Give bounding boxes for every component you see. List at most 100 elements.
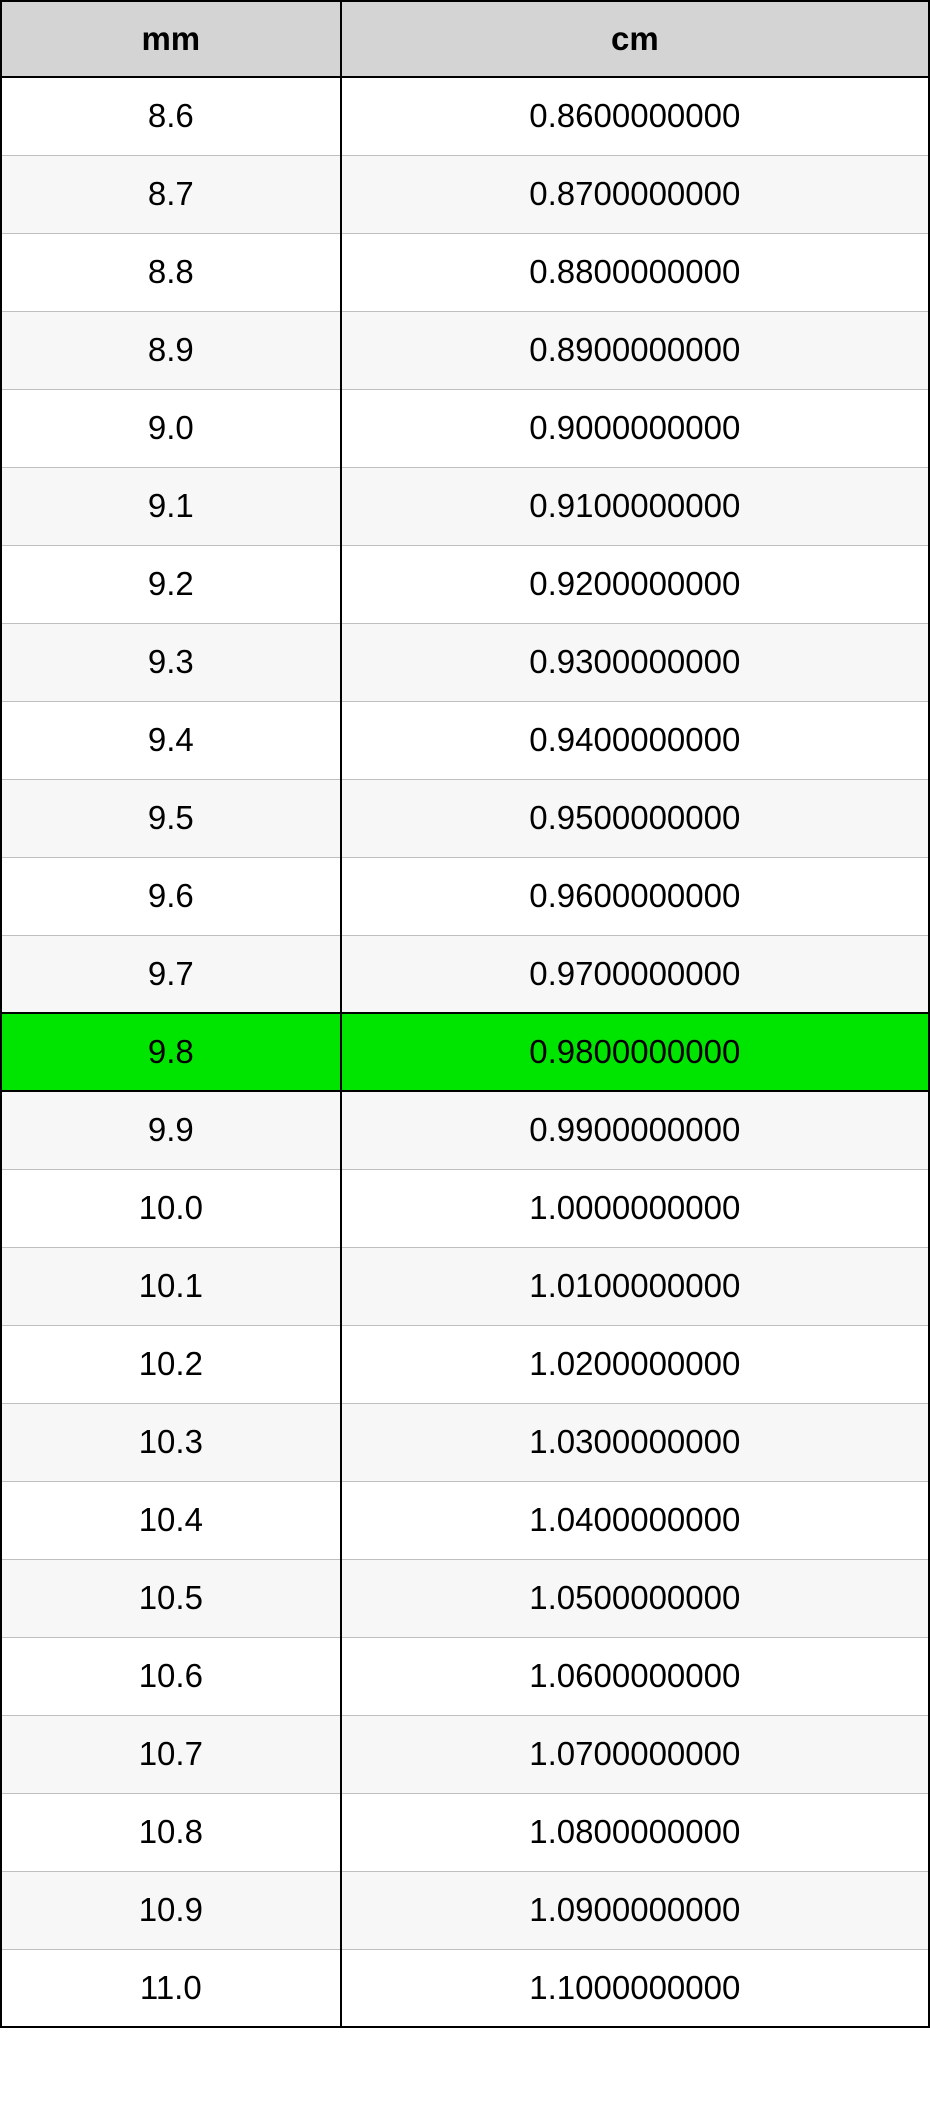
table-row: 9.2 0.9200000000 (1, 545, 929, 623)
cell-mm-value: 10.8 (139, 1812, 203, 1852)
cell-mm: 10.9 (1, 1871, 341, 1949)
cell-cm-value: 1.0100000000 (529, 1266, 740, 1306)
cell-cm: 1.0600000000 (341, 1637, 929, 1715)
cell-mm: 9.1 (1, 467, 341, 545)
cell-mm: 9.7 (1, 935, 341, 1013)
cell-mm: 8.8 (1, 233, 341, 311)
cell-cm-value: 0.9000000000 (529, 408, 740, 448)
cell-mm: 10.1 (1, 1247, 341, 1325)
cell-mm: 9.3 (1, 623, 341, 701)
table-row: 10.4 1.0400000000 (1, 1481, 929, 1559)
table-row: 9.8 0.9800000000 (1, 1013, 929, 1091)
cell-mm-value: 10.7 (139, 1734, 203, 1774)
cell-cm-value: 1.0000000000 (529, 1188, 740, 1228)
cell-mm-value: 11.0 (140, 1968, 202, 2008)
table-row: 8.70.8700000000 (1, 155, 929, 233)
cell-cm-value: 0.9700000000 (529, 954, 740, 994)
table-row: 9.0 0.9000000000 (1, 389, 929, 467)
cell-cm-value: 1.0500000000 (529, 1578, 740, 1618)
cell-mm-value: 9.8 (148, 1032, 194, 1072)
cell-cm-value: 1.0300000000 (529, 1422, 740, 1462)
cell-mm: 9.2 (1, 545, 341, 623)
cell-mm-value: 8.9 (148, 330, 194, 370)
cell-cm-value: 0.9200000000 (529, 564, 740, 604)
cell-mm: 8.9 (1, 311, 341, 389)
table-header-row: mm cm (1, 1, 929, 77)
table-row: 9.1 0.9100000000 (1, 467, 929, 545)
cell-mm: 10.6 (1, 1637, 341, 1715)
table-body: 8.60.86000000008.70.8700000000 8.8 0.88000… (1, 77, 929, 2027)
table-row: 10.8 1.0800000000 (1, 1793, 929, 1871)
table-row: 8.8 0.8800000000 (1, 233, 929, 311)
cell-cm: 0.9000000000 (341, 389, 929, 467)
cell-cm-value: 0.9400000000 (529, 720, 740, 760)
cell-cm-value: 0.8900000000 (529, 330, 740, 370)
cell-cm: 1.0900000000 (341, 1871, 929, 1949)
table-row: 9.6 0.9600000000 (1, 857, 929, 935)
cell-mm-value: 8.8 (148, 252, 194, 292)
cell-mm-value: 9.0 (148, 408, 194, 448)
cell-cm-value: 1.0600000000 (529, 1656, 740, 1696)
cell-cm: 0.9300000000 (341, 623, 929, 701)
cell-mm: 9.6 (1, 857, 341, 935)
cell-mm: 11.0 (1, 1949, 341, 2027)
table-row: 10.2 1.0200000000 (1, 1325, 929, 1403)
table-row: 9.4 0.9400000000 (1, 701, 929, 779)
cell-mm-value: 9.2 (148, 564, 194, 604)
cell-cm-value: 1.0200000000 (529, 1344, 740, 1384)
cell-cm: 0.9600000000 (341, 857, 929, 935)
cell-mm: 8.6 (1, 77, 341, 155)
cell-cm: 1.0500000000 (341, 1559, 929, 1637)
cell-cm-value: 1.0900000000 (529, 1890, 740, 1930)
cell-mm-value: 10.6 (139, 1656, 203, 1696)
cell-mm: 10.4 (1, 1481, 341, 1559)
cell-mm: 10.5 (1, 1559, 341, 1637)
cell-mm: 10.7 (1, 1715, 341, 1793)
cell-cm: 0.9500000000 (341, 779, 929, 857)
cell-mm-value: 10.3 (139, 1422, 203, 1462)
table-row: 9.7 0.9700000000 (1, 935, 929, 1013)
table-row: 10.6 1.0600000000 (1, 1637, 929, 1715)
cell-cm-value: 0.9800000000 (529, 1032, 740, 1072)
table-row: 8.9 0.8900000000 (1, 311, 929, 389)
cell-cm: 0.8900000000 (341, 311, 929, 389)
cell-cm-value: 0.9300000000 (529, 642, 740, 682)
cell-mm-value: 10.1 (139, 1266, 203, 1306)
cell-cm: 0.9400000000 (341, 701, 929, 779)
table-row: 8.60.8600000000 (1, 77, 929, 155)
cell-mm: 8.7 (1, 155, 341, 233)
cell-mm-value: 9.3 (148, 642, 194, 682)
cell-mm: 9.0 (1, 389, 341, 467)
cell-cm-value: 1.1000000000 (529, 1968, 740, 2008)
cell-cm: 1.0100000000 (341, 1247, 929, 1325)
cell-mm-value: 9.6 (148, 876, 194, 916)
cell-cm: 1.0700000000 (341, 1715, 929, 1793)
cell-mm-value: 9.9 (148, 1110, 194, 1150)
cell-cm: 1.0200000000 (341, 1325, 929, 1403)
cell-mm-value: 9.1 (148, 486, 194, 526)
table-row: 9.3 0.9300000000 (1, 623, 929, 701)
table-row: 9.9 0.9900000000 (1, 1091, 929, 1169)
cell-mm-value: 10.5 (139, 1578, 203, 1618)
header-cm-label: cm (611, 19, 659, 59)
cell-mm-value: 10.2 (139, 1344, 203, 1384)
cell-cm: 1.0800000000 (341, 1793, 929, 1871)
cell-cm-value: 0.9900000000 (529, 1110, 740, 1150)
cell-mm: 9.5 (1, 779, 341, 857)
cell-cm-value: 1.0400000000 (529, 1500, 740, 1540)
cell-cm: 0.9100000000 (341, 467, 929, 545)
cell-cm: 1.0400000000 (341, 1481, 929, 1559)
cell-cm-value: 0.9100000000 (529, 486, 740, 526)
cell-cm-value: 0.9500000000 (529, 798, 740, 838)
cell-mm: 9.8 (1, 1013, 341, 1091)
header-mm-label: mm (141, 19, 200, 59)
cell-mm-value: 9.4 (148, 720, 194, 760)
table-row: 10.3 1.0300000000 (1, 1403, 929, 1481)
cell-cm: 0.8800000000 (341, 233, 929, 311)
cell-cm-value: 1.0700000000 (529, 1734, 740, 1774)
table-row: 10.1 1.0100000000 (1, 1247, 929, 1325)
cell-cm-value: 0.9600000000 (529, 876, 740, 916)
cell-mm: 10.3 (1, 1403, 341, 1481)
cell-cm: 0.9800000000 (341, 1013, 929, 1091)
cell-cm: 0.8700000000 (341, 155, 929, 233)
